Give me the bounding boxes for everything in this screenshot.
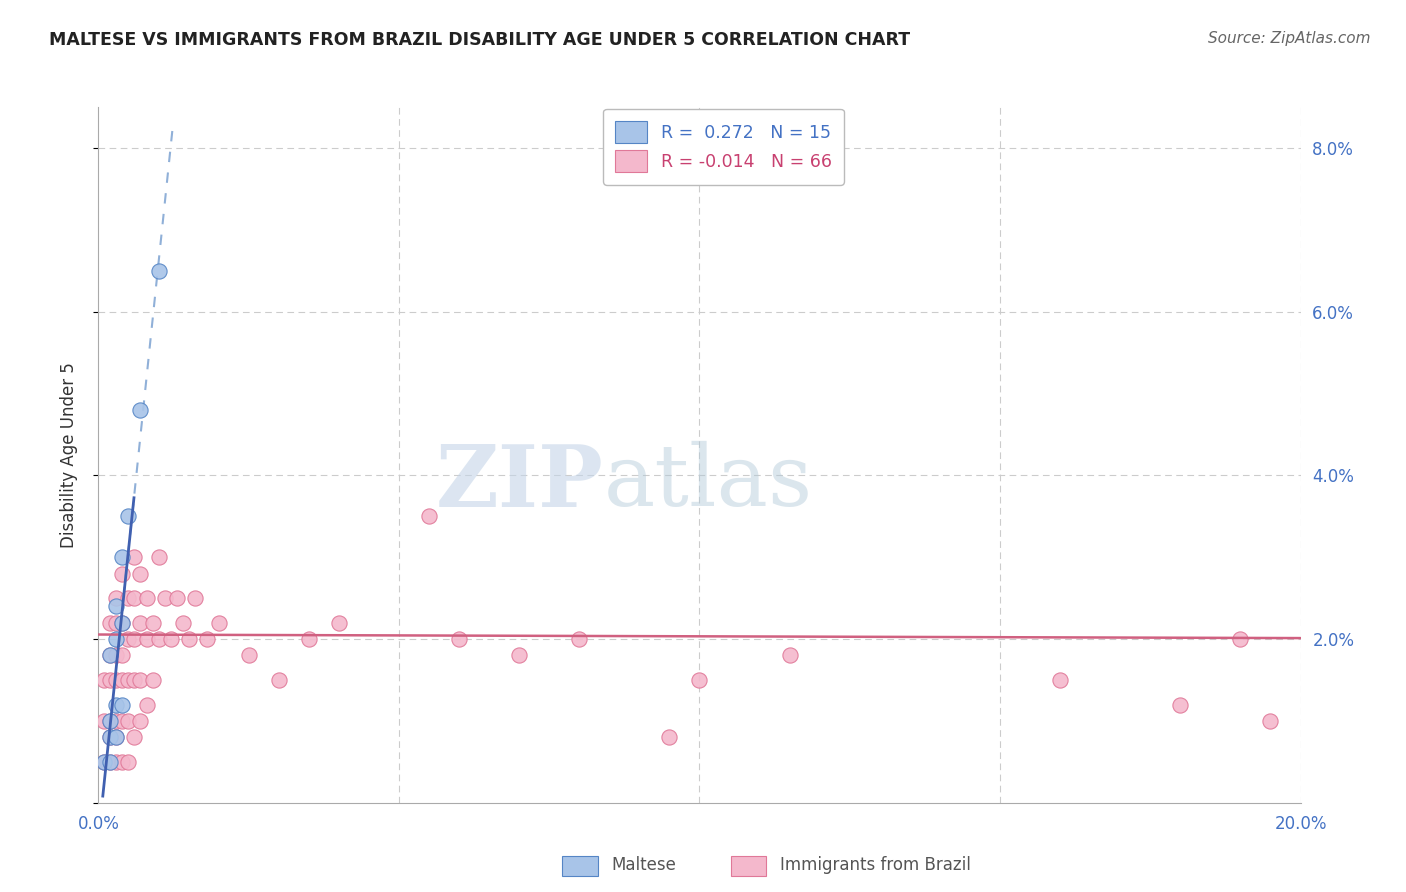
Point	[568, 632, 591, 646]
Point	[111, 714, 134, 728]
Point	[93, 755, 115, 769]
Text: MALTESE VS IMMIGRANTS FROM BRAZIL DISABILITY AGE UNDER 5 CORRELATION CHART: MALTESE VS IMMIGRANTS FROM BRAZIL DISABI…	[49, 31, 910, 49]
Point	[141, 673, 163, 687]
Point	[111, 566, 134, 581]
Point	[117, 632, 139, 646]
Point	[779, 648, 801, 663]
Point	[238, 648, 260, 663]
Point	[100, 615, 122, 630]
Point	[129, 714, 152, 728]
Point	[124, 550, 146, 565]
Point	[129, 566, 152, 581]
Point	[1260, 714, 1282, 728]
Point	[177, 632, 200, 646]
Y-axis label: Disability Age Under 5: Disability Age Under 5	[59, 362, 77, 548]
Point	[111, 755, 134, 769]
Point	[141, 615, 163, 630]
Point	[129, 615, 152, 630]
Point	[100, 714, 122, 728]
Point	[105, 714, 128, 728]
Point	[195, 632, 218, 646]
Point	[117, 509, 139, 524]
Point	[183, 591, 205, 606]
Point	[111, 615, 134, 630]
Text: Source: ZipAtlas.com: Source: ZipAtlas.com	[1208, 31, 1371, 46]
Point	[93, 673, 115, 687]
Point	[208, 615, 231, 630]
Point	[100, 755, 122, 769]
Point	[105, 731, 128, 745]
Point	[100, 755, 122, 769]
Text: Maltese: Maltese	[612, 856, 676, 874]
Point	[124, 632, 146, 646]
Text: atlas: atlas	[603, 442, 813, 524]
Point	[93, 714, 115, 728]
Point	[100, 648, 122, 663]
Point	[1049, 673, 1071, 687]
Point	[105, 673, 128, 687]
Point	[124, 731, 146, 745]
Point	[100, 714, 122, 728]
Point	[298, 632, 321, 646]
Point	[105, 698, 128, 712]
Point	[658, 731, 681, 745]
Text: Immigrants from Brazil: Immigrants from Brazil	[780, 856, 972, 874]
Point	[1170, 698, 1192, 712]
Point	[153, 591, 176, 606]
Point	[135, 632, 157, 646]
Point	[1229, 632, 1251, 646]
Point	[689, 673, 711, 687]
Text: ZIP: ZIP	[436, 441, 603, 524]
Point	[105, 591, 128, 606]
Point	[111, 550, 134, 565]
Point	[111, 698, 134, 712]
Point	[129, 403, 152, 417]
Point	[328, 615, 350, 630]
Point	[447, 632, 470, 646]
Point	[148, 632, 170, 646]
Point	[100, 648, 122, 663]
Point	[111, 673, 134, 687]
Point	[117, 591, 139, 606]
Point	[172, 615, 194, 630]
Point	[105, 755, 128, 769]
Point	[111, 648, 134, 663]
Point	[93, 755, 115, 769]
Point	[100, 731, 122, 745]
Point	[105, 599, 128, 614]
Point	[105, 632, 128, 646]
Point	[418, 509, 440, 524]
Point	[166, 591, 188, 606]
Point	[124, 591, 146, 606]
Point	[135, 591, 157, 606]
Point	[267, 673, 290, 687]
Point	[117, 673, 139, 687]
Point	[148, 264, 170, 278]
Legend: R =  0.272   N = 15, R = -0.014   N = 66: R = 0.272 N = 15, R = -0.014 N = 66	[603, 109, 844, 185]
Point	[129, 673, 152, 687]
Point	[117, 755, 139, 769]
Point	[105, 648, 128, 663]
Point	[100, 731, 122, 745]
Point	[117, 714, 139, 728]
Point	[100, 673, 122, 687]
Point	[159, 632, 181, 646]
Point	[105, 615, 128, 630]
Point	[508, 648, 530, 663]
Point	[124, 673, 146, 687]
Point	[111, 615, 134, 630]
Point	[105, 731, 128, 745]
Point	[135, 698, 157, 712]
Point	[148, 550, 170, 565]
